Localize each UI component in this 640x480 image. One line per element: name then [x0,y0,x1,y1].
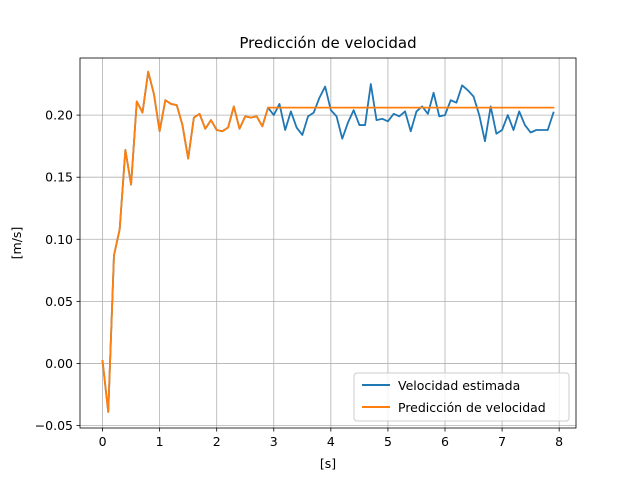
legend-label-prediccion: Predicción de velocidad [398,400,546,415]
legend-label-velocidad-estimada: Velocidad estimada [398,378,520,393]
y-tick-label: −0.05 [35,418,73,433]
axis-ticks: 0 1 2 3 4 5 6 7 8 −0.05 0.00 0.05 0.10 0.15 0.20 [35,108,563,449]
series-line-prediccion-de-velocidad [101,70,555,413]
y-tick-label: 0.00 [45,356,73,371]
x-axis-label: [s] [320,456,336,471]
series-lines [101,70,555,413]
y-tick-label: 0.05 [45,294,73,309]
x-tick-label: 4 [327,434,335,449]
legend: Velocidad estimada Predicción de velocid… [353,372,570,422]
grid [80,58,576,428]
x-tick-label: 2 [213,434,221,449]
x-tick-label: 0 [99,434,107,449]
chart-title: Predicción de velocidad [239,34,416,52]
x-tick-label: 5 [384,434,392,449]
plot-frame [79,57,577,429]
y-tick-label: 0.15 [45,170,73,185]
x-tick-label: 3 [270,434,278,449]
y-tick-label: 0.20 [45,108,73,123]
y-tick-label: 0.10 [45,232,73,247]
x-tick-label: 6 [441,434,449,449]
x-tick-label: 7 [498,434,506,449]
x-tick-label: 8 [555,434,563,449]
x-tick-label: 1 [156,434,164,449]
legend-box [353,372,570,422]
y-axis-label: [m/s] [9,227,24,260]
